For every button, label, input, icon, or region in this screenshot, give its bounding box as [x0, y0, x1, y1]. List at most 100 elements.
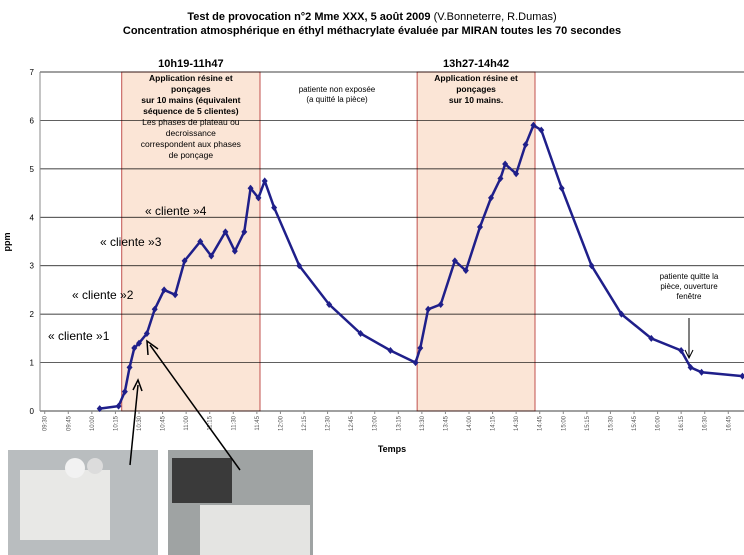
- x-tick-label: 12:15: [302, 415, 308, 431]
- span-text: de ponçage: [169, 150, 214, 160]
- annotation: (a quitté la pièce): [306, 95, 368, 104]
- point: [502, 160, 509, 168]
- x-tick-label: 10:45: [161, 415, 167, 431]
- point: [488, 194, 494, 202]
- point: [588, 262, 595, 270]
- point: [387, 346, 394, 354]
- point: [678, 346, 685, 354]
- x-tick-label: 10:30: [137, 415, 143, 431]
- point: [115, 402, 122, 410]
- point: [296, 262, 303, 270]
- arrows: [129, 318, 694, 471]
- point: [161, 286, 168, 294]
- x-tick-label: 11:45: [255, 415, 261, 430]
- x-tick-label: 11:00: [184, 415, 190, 430]
- point: [437, 300, 444, 308]
- point: [648, 334, 655, 342]
- point: [412, 359, 419, 367]
- point: [271, 204, 278, 212]
- arrow-head: [146, 339, 159, 356]
- y-tick-label: 4: [30, 213, 35, 222]
- point: [231, 247, 238, 255]
- annotation: patiente non exposée: [299, 85, 376, 94]
- point: [126, 363, 133, 371]
- x-tick-label: 15:00: [561, 415, 567, 431]
- point: [462, 267, 469, 275]
- x-tick-label: 16:45: [726, 415, 732, 431]
- x-tick-label: 15:15: [585, 415, 591, 431]
- photo-detail: [65, 458, 85, 478]
- point: [538, 126, 545, 134]
- span-text: decroissance: [166, 128, 216, 138]
- point: [530, 121, 537, 129]
- point: [558, 184, 565, 192]
- client-label: « cliente »2: [72, 288, 134, 302]
- x-tick-label: 14:45: [538, 415, 544, 431]
- point: [417, 344, 424, 352]
- point: [326, 300, 333, 308]
- x-tick-label: 15:45: [632, 415, 638, 431]
- span-text: Application résine et: [149, 73, 233, 83]
- photo-detail: [200, 505, 310, 555]
- point: [513, 170, 520, 178]
- y-tick-label: 7: [30, 68, 35, 77]
- x-axis-label: Temps: [378, 444, 406, 454]
- point: [131, 344, 138, 352]
- point: [425, 305, 432, 313]
- arrow-head: [132, 378, 143, 392]
- annotation: patiente quitte la: [660, 272, 719, 281]
- arrow-head: [684, 349, 694, 360]
- span-text: séquence de 5 clientes): [143, 106, 239, 116]
- point: [181, 257, 188, 265]
- y-tick-label: 0: [30, 407, 35, 416]
- client-label: « cliente »3: [100, 235, 162, 249]
- point: [687, 363, 694, 371]
- x-tick-label: 16:15: [679, 415, 685, 431]
- y-axis-label: ppm: [2, 233, 12, 252]
- point: [357, 330, 364, 338]
- annotation: pièce, ouverture: [660, 282, 718, 291]
- point: [96, 405, 103, 413]
- x-tick-label: 13:30: [420, 415, 426, 431]
- x-tick-label: 15:30: [608, 415, 614, 431]
- arrow: [149, 344, 241, 471]
- span-text: correspondent aux phases: [141, 139, 241, 149]
- photo-detail: [172, 458, 232, 503]
- photos: [8, 450, 313, 555]
- x-tick-label: 13:45: [443, 415, 449, 431]
- x-tick-label: 13:15: [396, 415, 402, 431]
- point: [477, 223, 483, 231]
- x-tick-label: 12:45: [349, 415, 355, 431]
- y-tick-label: 1: [30, 359, 35, 368]
- client-label: « cliente »1: [48, 329, 110, 343]
- chart-title-line: Test de provocation n°2 Mme XXX, 5 août …: [187, 11, 556, 23]
- x-tick-label: 14:00: [467, 415, 473, 431]
- point: [143, 330, 150, 338]
- photo-detail: [20, 470, 110, 540]
- x-tick-label: 13:00: [373, 415, 379, 431]
- point: [255, 194, 262, 202]
- client-label: « cliente »4: [145, 204, 207, 218]
- x-tick-label: 12:00: [278, 415, 284, 431]
- span-text: Application résine et: [434, 73, 518, 83]
- x-tick-label: 11:15: [208, 415, 214, 430]
- span-text: ponçages: [171, 84, 211, 94]
- chart-title: Test de provocation n°2 Mme XXX, 5 août …: [187, 11, 430, 23]
- span-text: sur 10 mains (équivalent: [141, 95, 240, 105]
- point: [698, 368, 705, 376]
- point: [451, 257, 458, 265]
- span-label: 10h19-11h47: [158, 58, 223, 70]
- point: [136, 339, 142, 347]
- span-text: ponçages: [456, 84, 496, 94]
- x-tick-label: 11:30: [231, 415, 237, 430]
- point: [208, 252, 215, 260]
- point: [222, 228, 229, 236]
- point: [522, 141, 529, 149]
- x-tick-label: 14:30: [514, 415, 520, 431]
- y-tick-label: 3: [30, 262, 35, 271]
- y-tick-label: 6: [30, 116, 35, 125]
- title-note: (V.Bonneterre, R.Dumas): [434, 11, 557, 23]
- span-label: 13h27-14h42: [443, 58, 509, 70]
- point: [172, 291, 179, 299]
